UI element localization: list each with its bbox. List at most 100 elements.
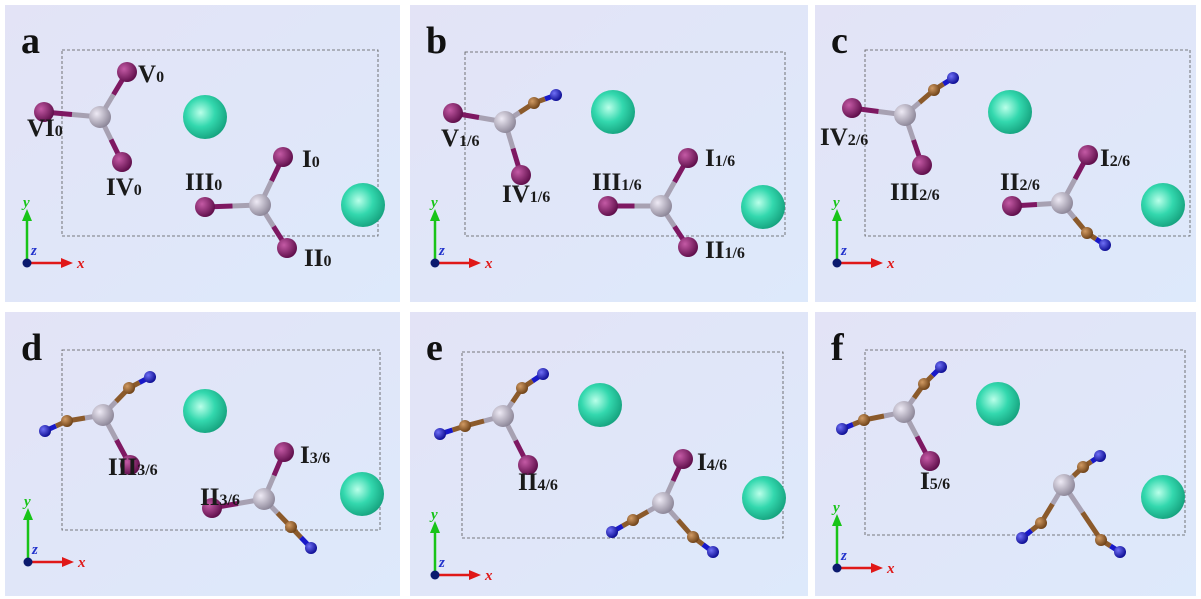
atom [285, 521, 297, 533]
atom [1094, 450, 1106, 462]
atom [928, 84, 940, 96]
label-main: II [200, 484, 219, 511]
label-main: V [138, 61, 156, 88]
atom [183, 95, 227, 139]
panel: f I5/6 y z x [815, 312, 1196, 596]
label-subscript: 0 [214, 177, 222, 194]
label-subscript: 0 [312, 154, 320, 171]
atom [947, 72, 959, 84]
label-main: II [705, 237, 724, 264]
atom [459, 420, 471, 432]
axis-z [431, 571, 440, 580]
panel-background [815, 312, 1196, 596]
panel-background [410, 5, 808, 302]
axis-z [833, 564, 842, 573]
atom [935, 361, 947, 373]
atom [92, 404, 114, 426]
label-main: III [890, 179, 919, 206]
atom [1099, 239, 1111, 251]
axis-label-y: y [22, 494, 31, 510]
label-main: VI [27, 115, 55, 142]
atom [249, 194, 271, 216]
label-subscript: 3/6 [310, 450, 330, 467]
atom [606, 526, 618, 538]
atom [1095, 534, 1107, 546]
axis-label-y: y [831, 500, 840, 516]
panel-background [410, 312, 808, 596]
label-main: II [518, 469, 537, 496]
atom [340, 472, 384, 516]
atom [434, 428, 446, 440]
label-main: III [592, 169, 621, 196]
label-main: I [920, 468, 930, 495]
atom [273, 147, 293, 167]
label-main: I [1100, 145, 1110, 172]
atom [678, 148, 698, 168]
label-subscript: 4/6 [537, 477, 557, 494]
atom [550, 89, 562, 101]
label-subscript: 1/6 [459, 133, 479, 150]
panel-background [5, 312, 400, 596]
atom [277, 238, 297, 258]
atom [988, 90, 1032, 134]
atom [516, 382, 528, 394]
panel-letter: c [831, 20, 848, 62]
atom [741, 185, 785, 229]
label-subscript: 1/6 [530, 189, 550, 206]
label-subscript: 1/6 [715, 153, 735, 170]
axis-label-z: z [840, 548, 847, 564]
atom [1077, 461, 1089, 473]
atom [305, 542, 317, 554]
axis-label-y: y [429, 195, 438, 211]
atom [117, 62, 137, 82]
label-main: V [441, 125, 459, 152]
axis-z [431, 259, 440, 268]
label-subscript: 5/6 [930, 476, 950, 493]
axis-label-y: y [21, 195, 30, 211]
label-subscript: 2/6 [848, 132, 868, 149]
axis-label-z: z [31, 542, 38, 558]
label-subscript: 2/6 [1019, 177, 1039, 194]
label-main: III [108, 454, 137, 481]
atom [912, 155, 932, 175]
atom [652, 492, 674, 514]
atom [1081, 227, 1093, 239]
panel-letter: a [21, 20, 40, 62]
label-main: IV [502, 181, 530, 208]
label-main: III [185, 169, 214, 196]
axis-z [24, 558, 33, 567]
atom [528, 97, 540, 109]
label-subscript: 3/6 [137, 462, 157, 479]
panel: bV1/6IV1/6III1/6I1/6II1/6yzx [410, 5, 808, 302]
panel-letter: f [831, 327, 845, 369]
label-subscript: 2/6 [919, 187, 939, 204]
atom [89, 106, 111, 128]
axis-label-x: x [886, 561, 895, 577]
figure: aV0VI0IV0III0I0II0yzxbV1/6IV1/6III1/6I1/… [0, 0, 1201, 599]
atom [894, 104, 916, 126]
atom [858, 414, 870, 426]
label-subscript: 0 [55, 123, 63, 140]
label-main: I [302, 146, 312, 173]
axis-label-x: x [484, 568, 493, 584]
atom [673, 449, 693, 469]
atom [650, 195, 672, 217]
panel-letter: e [426, 327, 443, 369]
label-subscript: 2/6 [1110, 153, 1130, 170]
label-subscript: 1/6 [724, 245, 744, 262]
atom [1141, 475, 1185, 519]
atom [1053, 474, 1075, 496]
label-subscript: 4/6 [707, 457, 727, 474]
label-subscript: 0 [156, 69, 164, 86]
atom [112, 152, 132, 172]
axis-label-z: z [438, 555, 445, 571]
label-main: I [705, 145, 715, 172]
atom [274, 442, 294, 462]
label-main: I [697, 449, 707, 476]
atom [123, 382, 135, 394]
atom [61, 415, 73, 427]
panel-background [815, 5, 1196, 302]
atom [678, 237, 698, 257]
atom [183, 389, 227, 433]
